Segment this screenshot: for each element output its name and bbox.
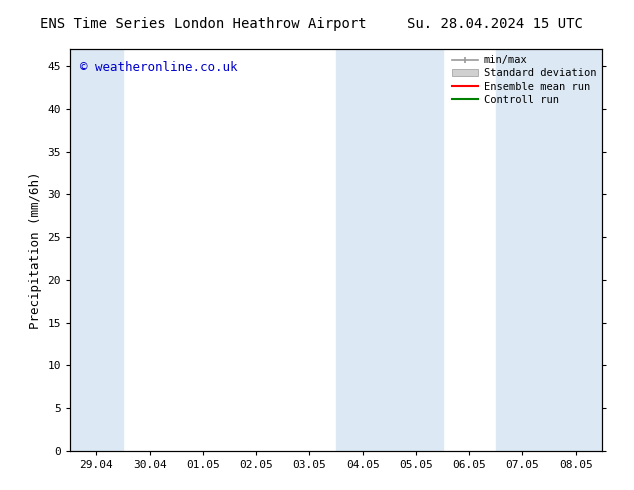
Y-axis label: Precipitation (mm/6h): Precipitation (mm/6h): [29, 171, 42, 329]
Bar: [70, 49, 123, 451]
Text: © weatheronline.co.uk: © weatheronline.co.uk: [81, 61, 238, 74]
Bar: [336, 49, 443, 451]
Bar: [496, 49, 602, 451]
Text: ENS Time Series London Heathrow Airport: ENS Time Series London Heathrow Airport: [39, 17, 366, 31]
Legend: min/max, Standard deviation, Ensemble mean run, Controll run: min/max, Standard deviation, Ensemble me…: [448, 51, 600, 109]
Text: Su. 28.04.2024 15 UTC: Su. 28.04.2024 15 UTC: [406, 17, 583, 31]
